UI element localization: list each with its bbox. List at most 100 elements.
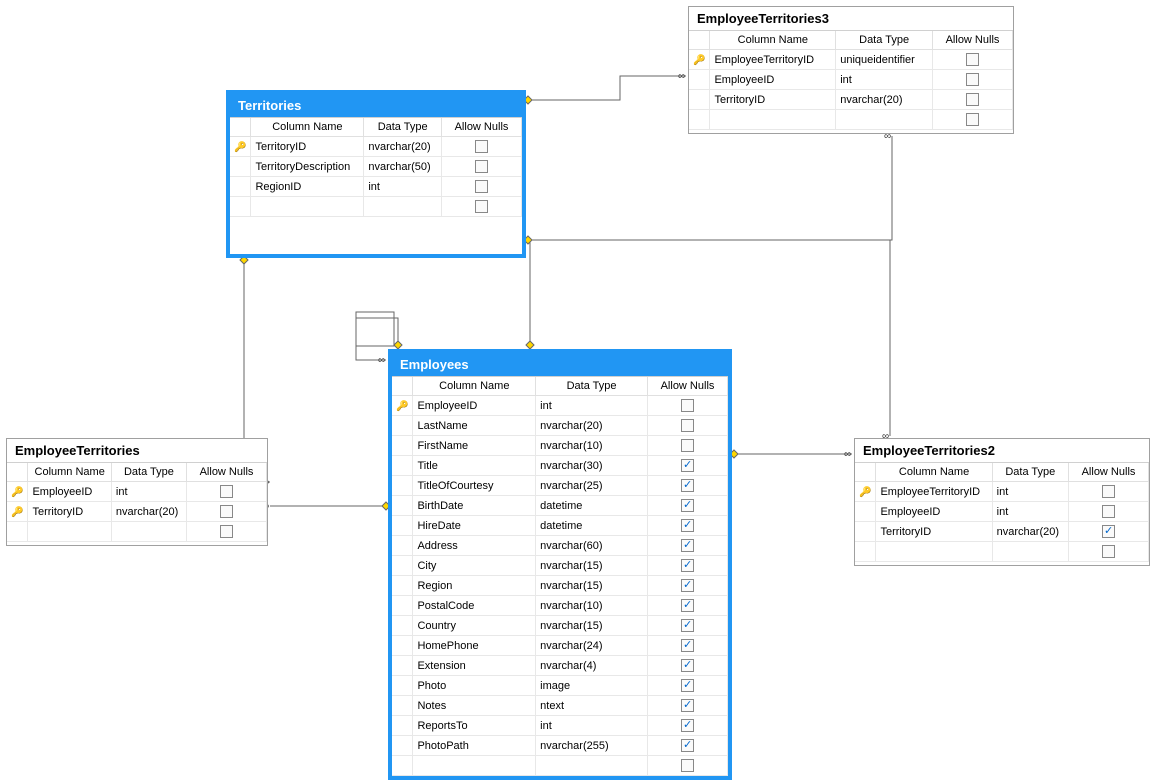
column-row[interactable]	[855, 542, 1149, 562]
column-row[interactable]: TerritoryIDnvarchar(20)	[689, 90, 1013, 110]
header-data-type: Data Type	[992, 463, 1068, 482]
allow-nulls-checkbox	[681, 459, 694, 472]
allow-nulls-checkbox	[681, 619, 694, 632]
allow-nulls-checkbox	[681, 699, 694, 712]
allow-nulls-checkbox	[475, 180, 488, 193]
allow-nulls-checkbox	[966, 113, 979, 126]
table-title[interactable]: EmployeeTerritories2	[855, 439, 1149, 463]
header-allow-nulls: Allow Nulls	[1069, 463, 1149, 482]
data-type-cell: nvarchar(15)	[536, 616, 648, 636]
column-row[interactable]: Photoimage	[392, 676, 728, 696]
table-employees[interactable]: EmployeesColumn NameData TypeAllow Nulls…	[388, 349, 732, 780]
data-type-cell: nvarchar(20)	[836, 90, 933, 110]
column-row[interactable]: LastNamenvarchar(20)	[392, 416, 728, 436]
allow-nulls-checkbox	[681, 499, 694, 512]
column-row[interactable]: EmployeeIDint	[689, 70, 1013, 90]
column-row[interactable]: PostalCodenvarchar(10)	[392, 596, 728, 616]
column-name-cell: Photo	[413, 676, 536, 696]
column-row[interactable]: ReportsToint	[392, 716, 728, 736]
allow-nulls-checkbox	[1102, 525, 1115, 538]
data-type-cell: nvarchar(10)	[536, 596, 648, 616]
column-row[interactable]: Addressnvarchar(60)	[392, 536, 728, 556]
allow-nulls-checkbox	[681, 479, 694, 492]
column-name-cell: FirstName	[413, 436, 536, 456]
allow-nulls-checkbox	[681, 539, 694, 552]
allow-nulls-checkbox	[681, 659, 694, 672]
column-row[interactable]: 🔑TerritoryIDnvarchar(20)	[230, 137, 522, 157]
column-row[interactable]: TerritoryDescriptionnvarchar(50)	[230, 157, 522, 177]
column-row[interactable]: 🔑TerritoryIDnvarchar(20)	[7, 502, 267, 522]
column-row[interactable]: Extensionnvarchar(4)	[392, 656, 728, 676]
column-row[interactable]: TerritoryIDnvarchar(20)	[855, 522, 1149, 542]
column-row[interactable]	[689, 110, 1013, 130]
column-name-cell: LastName	[413, 416, 536, 436]
column-name-cell: EmployeeID	[28, 482, 111, 502]
column-row[interactable]: HomePhonenvarchar(24)	[392, 636, 728, 656]
column-row[interactable]: BirthDatedatetime	[392, 496, 728, 516]
column-row[interactable]: RegionIDint	[230, 177, 522, 197]
primary-key-icon: 🔑	[396, 401, 408, 412]
column-row[interactable]: 🔑EmployeeTerritoryIDint	[855, 482, 1149, 502]
column-name-cell: TerritoryID	[710, 90, 836, 110]
header-column-name: Column Name	[876, 463, 992, 482]
column-row[interactable]: Regionnvarchar(15)	[392, 576, 728, 596]
header-allow-nulls: Allow Nulls	[648, 377, 728, 396]
table-et[interactable]: EmployeeTerritoriesColumn NameData TypeA…	[6, 438, 268, 546]
column-name-cell: Region	[413, 576, 536, 596]
header-allow-nulls: Allow Nulls	[442, 118, 522, 137]
allow-nulls-checkbox	[1102, 505, 1115, 518]
column-row[interactable]: Countrynvarchar(15)	[392, 616, 728, 636]
column-name-cell: Country	[413, 616, 536, 636]
table-territories[interactable]: TerritoriesColumn NameData TypeAllow Nul…	[226, 90, 526, 258]
table-title[interactable]: EmployeeTerritories	[7, 439, 267, 463]
data-type-cell	[111, 522, 186, 542]
header-data-type: Data Type	[111, 463, 186, 482]
data-type-cell: nvarchar(50)	[364, 157, 442, 177]
column-name-cell: TerritoryID	[28, 502, 111, 522]
data-type-cell: int	[992, 482, 1068, 502]
column-name-cell: BirthDate	[413, 496, 536, 516]
column-row[interactable]	[230, 197, 522, 217]
allow-nulls-checkbox	[681, 679, 694, 692]
header-column-name: Column Name	[28, 463, 111, 482]
column-row[interactable]	[392, 756, 728, 776]
data-type-cell: nvarchar(20)	[536, 416, 648, 436]
data-type-cell: nvarchar(24)	[536, 636, 648, 656]
column-row[interactable]: EmployeeIDint	[855, 502, 1149, 522]
data-type-cell	[536, 756, 648, 776]
data-type-cell: nvarchar(60)	[536, 536, 648, 556]
column-name-cell: PhotoPath	[413, 736, 536, 756]
column-name-cell: ReportsTo	[413, 716, 536, 736]
column-row[interactable]: 🔑EmployeeIDint	[7, 482, 267, 502]
allow-nulls-checkbox	[681, 579, 694, 592]
allow-nulls-checkbox	[681, 519, 694, 532]
allow-nulls-checkbox	[475, 140, 488, 153]
column-name-cell: Title	[413, 456, 536, 476]
table-et3[interactable]: EmployeeTerritories3Column NameData Type…	[688, 6, 1014, 134]
allow-nulls-checkbox	[475, 160, 488, 173]
column-row[interactable]: FirstNamenvarchar(10)	[392, 436, 728, 456]
column-row[interactable]: 🔑EmployeeTerritoryIDuniqueidentifier	[689, 50, 1013, 70]
header-column-name: Column Name	[413, 377, 536, 396]
allow-nulls-checkbox	[681, 739, 694, 752]
header-allow-nulls: Allow Nulls	[187, 463, 267, 482]
table-title[interactable]: Territories	[230, 94, 522, 118]
table-et2[interactable]: EmployeeTerritories2Column NameData Type…	[854, 438, 1150, 566]
column-name-cell: City	[413, 556, 536, 576]
table-title[interactable]: Employees	[392, 353, 728, 377]
column-row[interactable]	[7, 522, 267, 542]
column-row[interactable]: HireDatedatetime	[392, 516, 728, 536]
columns-grid: Column NameData TypeAllow Nulls🔑Employee…	[7, 463, 267, 542]
header-data-type: Data Type	[536, 377, 648, 396]
table-title[interactable]: EmployeeTerritories3	[689, 7, 1013, 31]
column-row[interactable]: Notesntext	[392, 696, 728, 716]
allow-nulls-checkbox	[1102, 545, 1115, 558]
allow-nulls-checkbox	[681, 559, 694, 572]
column-row[interactable]: PhotoPathnvarchar(255)	[392, 736, 728, 756]
column-row[interactable]: TitleOfCourtesynvarchar(25)	[392, 476, 728, 496]
column-row[interactable]: Citynvarchar(15)	[392, 556, 728, 576]
column-row[interactable]: Titlenvarchar(30)	[392, 456, 728, 476]
column-row[interactable]: 🔑EmployeeIDint	[392, 396, 728, 416]
header-data-type: Data Type	[364, 118, 442, 137]
data-type-cell: int	[364, 177, 442, 197]
